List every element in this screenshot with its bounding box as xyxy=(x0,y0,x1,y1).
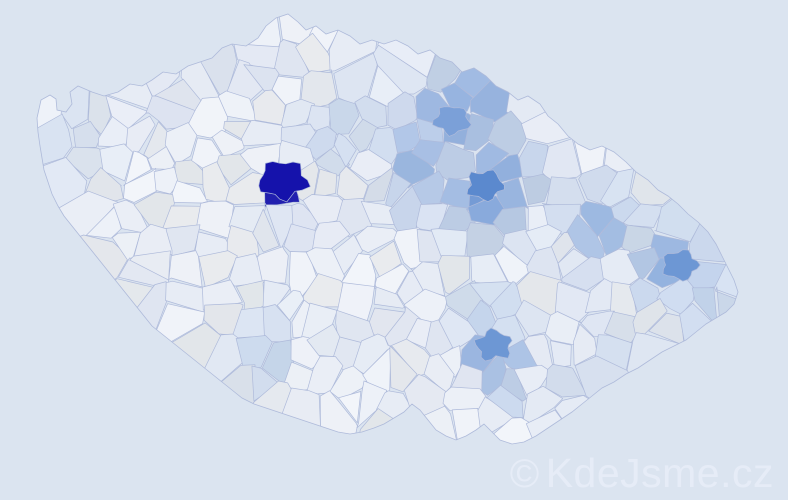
district-region[interactable] xyxy=(431,229,468,257)
district-region[interactable] xyxy=(0,282,167,500)
district-region[interactable] xyxy=(692,288,717,327)
district-region[interactable] xyxy=(85,168,124,201)
district-region-highlight[interactable] xyxy=(259,162,311,202)
district-region[interactable] xyxy=(100,144,133,181)
district-region[interactable] xyxy=(581,201,617,236)
district-region[interactable] xyxy=(314,169,337,198)
district-region[interactable] xyxy=(307,356,343,394)
district-region[interactable] xyxy=(253,209,279,252)
district-region[interactable] xyxy=(204,303,243,335)
district-region[interactable] xyxy=(257,247,288,284)
district-region[interactable] xyxy=(346,409,412,500)
district-region[interactable] xyxy=(339,392,361,423)
district-region[interactable] xyxy=(689,138,788,262)
district-region[interactable] xyxy=(306,248,344,284)
district-region[interactable] xyxy=(585,279,613,313)
district-region[interactable] xyxy=(373,45,427,94)
district-region[interactable] xyxy=(169,251,202,287)
district-region[interactable] xyxy=(522,174,551,205)
district-region[interactable] xyxy=(141,381,292,500)
district-region[interactable] xyxy=(579,165,621,204)
district-region[interactable] xyxy=(507,0,695,127)
district-region-highlight[interactable] xyxy=(467,170,504,202)
district-region[interactable] xyxy=(627,248,659,280)
district-region[interactable] xyxy=(482,352,506,396)
watermark-text: KdeJsme.cz xyxy=(545,450,774,496)
district-region[interactable] xyxy=(315,149,349,176)
copyright-icon: © xyxy=(509,452,540,496)
district-region[interactable] xyxy=(546,364,587,397)
district-region[interactable] xyxy=(542,177,585,210)
district-region-highlight[interactable] xyxy=(433,107,472,137)
district-region-highlight[interactable] xyxy=(663,250,700,282)
district-region[interactable] xyxy=(0,323,222,500)
district-region[interactable] xyxy=(604,0,788,173)
district-region[interactable] xyxy=(487,385,523,417)
district-region[interactable] xyxy=(526,410,603,487)
district-region[interactable] xyxy=(73,121,101,148)
district-region-highlight[interactable] xyxy=(474,328,512,361)
district-region[interactable] xyxy=(545,312,581,345)
district-region[interactable] xyxy=(361,201,395,224)
district-region[interactable] xyxy=(70,365,255,500)
district-region[interactable] xyxy=(0,279,153,500)
district-region[interactable] xyxy=(375,264,409,295)
district-region[interactable] xyxy=(550,341,571,368)
district-region[interactable] xyxy=(526,225,562,251)
watermark: © KdeJsme.cz xyxy=(509,450,774,496)
district-region[interactable] xyxy=(346,150,392,181)
district-region[interactable] xyxy=(714,230,788,316)
district-region[interactable] xyxy=(197,201,234,239)
district-region[interactable] xyxy=(305,127,337,160)
district-region[interactable] xyxy=(154,167,178,194)
district-region[interactable] xyxy=(130,251,171,280)
district-region[interactable] xyxy=(455,0,552,97)
district-region[interactable] xyxy=(86,206,121,238)
district-region[interactable] xyxy=(263,305,291,343)
district-region[interactable] xyxy=(329,99,359,135)
district-region[interactable] xyxy=(0,235,129,411)
country-outline xyxy=(36,13,739,445)
district-region[interactable] xyxy=(390,346,417,392)
district-region[interactable] xyxy=(631,0,788,206)
district-region[interactable] xyxy=(61,67,90,128)
district-region[interactable] xyxy=(124,151,152,186)
district-region[interactable] xyxy=(627,333,722,437)
district-region[interactable] xyxy=(438,255,470,294)
district-region[interactable] xyxy=(124,168,157,202)
district-region[interactable] xyxy=(334,133,356,167)
district-region[interactable] xyxy=(452,408,482,480)
district-region[interactable] xyxy=(716,287,785,372)
